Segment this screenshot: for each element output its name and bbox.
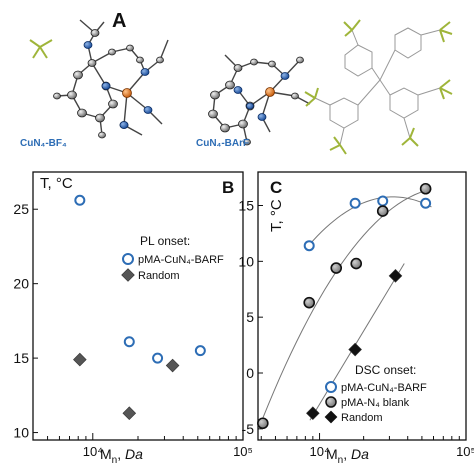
panel-c-x-ticks: 10⁴ 10⁵: [260, 433, 474, 459]
data-point-open-circle: [123, 336, 135, 348]
x-tick-label: 10⁵: [456, 444, 474, 459]
data-point-grey-circle: [376, 205, 389, 217]
legend-b-series-1: pMA-CuN₄-BARF: [138, 254, 224, 266]
y-tick-label: 25: [13, 201, 29, 217]
legend-c-marker-diamond: [324, 410, 338, 424]
legend-c-title: DSC onset:: [355, 363, 416, 377]
panel-b-points: [73, 194, 206, 420]
panel-b-letter: B: [222, 178, 234, 197]
y-tick-label: 20: [13, 276, 29, 292]
data-point-grey-circle: [257, 417, 269, 430]
data-point-open-circle: [194, 345, 206, 357]
data-point-diamond: [165, 358, 180, 373]
legend-c-series-1: pMA-CuN₄-BARF: [341, 382, 427, 394]
panel-c-x-axis-label: Mn, Da: [326, 446, 369, 466]
legend-c-marker-grey-circle: [325, 396, 337, 408]
panel-b-y-axis-label: T, °C: [40, 175, 73, 192]
panel-c-fit-curves: [262, 188, 432, 421]
data-point-open-circle: [420, 197, 432, 209]
fit-curve: [309, 263, 405, 421]
data-point-diamond: [348, 342, 362, 357]
y-tick-label: 15: [238, 198, 254, 214]
legend-b-title: PL onset:: [140, 234, 190, 248]
x-tick-label: 10⁴: [310, 444, 330, 459]
barf-anion: [314, 27, 441, 146]
fit-curve: [308, 196, 432, 246]
data-point-open-circle: [349, 197, 361, 209]
panel-b: B T, °C 10 15 20 25 10⁴ 10⁵ Mn, Da PL onset:…: [13, 171, 253, 466]
bf4-anion: [29, 39, 53, 59]
panel-b-frame: [32, 171, 244, 441]
legend-b-marker-open-circle: [122, 253, 134, 265]
svg-text:Mn, Da: Mn, Da: [100, 446, 143, 466]
legend-b-marker-diamond: [121, 268, 135, 282]
panel-c: C T, °C -5 0 5 10 15 10⁴ 10⁵ Mn, Da DSC onset…: [238, 171, 474, 466]
panel-b-x-axis-label: Mn, Da: [100, 446, 143, 466]
molecule-image-left: [29, 19, 169, 139]
legend-c-marker-open-circle: [325, 381, 337, 393]
data-point-grey-circle: [330, 262, 343, 274]
molecule-image-right: [208, 19, 453, 155]
panel-a: A: [20, 10, 453, 155]
data-point-grey-circle: [350, 257, 363, 270]
y-tick-label: 10: [238, 253, 254, 269]
data-point-diamond: [122, 406, 137, 420]
caption-right: CuN₄-BArF: [196, 138, 249, 149]
panel-b-x-ticks: 10⁴ 10⁵: [32, 433, 253, 459]
svg-text:Mn, Da: Mn, Da: [326, 446, 369, 466]
panel-c-y-axis-label: T, °C: [268, 199, 285, 232]
panel-c-legend: DSC onset: pMA-CuN₄-BARF pMA-N₄ blank Ra…: [324, 363, 427, 424]
cf3-groups: [304, 19, 453, 155]
fit-curve: [262, 188, 432, 419]
x-tick-label: 10⁵: [233, 444, 253, 459]
y-tick-label: 0: [246, 365, 254, 381]
legend-c-series-3: Random: [341, 412, 383, 424]
panel-b-legend: PL onset: pMA-CuN₄-BARF Random: [121, 234, 224, 282]
data-point-diamond: [73, 352, 87, 367]
panel-c-frame: [257, 171, 467, 441]
data-point-diamond: [306, 406, 320, 420]
data-point-diamond: [388, 269, 403, 283]
y-tick-label: 15: [13, 350, 29, 366]
legend-b-series-2: Random: [138, 270, 180, 282]
y-tick-label: -5: [242, 421, 255, 437]
data-point-grey-circle: [303, 296, 316, 309]
panel-c-points: [257, 182, 432, 430]
data-point-open-circle: [152, 352, 164, 364]
copper-atom: [122, 88, 132, 98]
data-point-open-circle: [377, 195, 389, 207]
legend-c-series-2: pMA-N₄ blank: [341, 397, 410, 409]
nitrogen-atoms: [83, 41, 153, 129]
y-tick-label: 10: [13, 425, 29, 441]
panel-c-y-ticks: -5 0 5 10 15: [238, 198, 263, 437]
caption-left: CuN₄-BF₄: [20, 138, 67, 149]
x-tick-label: 10⁴: [83, 444, 103, 459]
y-tick-label: 5: [246, 309, 254, 325]
data-point-open-circle: [303, 240, 315, 252]
panel-c-letter: C: [270, 178, 282, 197]
panel-b-y-ticks: 10 15 20 25: [13, 201, 38, 441]
data-point-grey-circle: [419, 182, 432, 195]
data-point-open-circle: [74, 194, 86, 206]
panel-a-letter: A: [112, 10, 126, 32]
